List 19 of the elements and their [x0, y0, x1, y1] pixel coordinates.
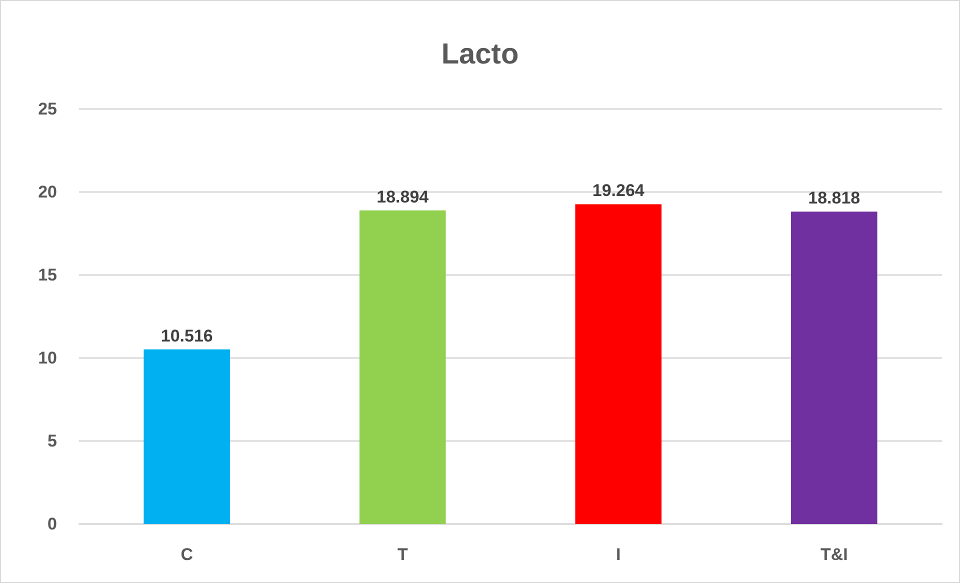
data-label: 18.894 [376, 187, 430, 206]
data-label: 10.516 [160, 326, 213, 346]
bar [144, 349, 230, 524]
x-tick-label: I [616, 545, 621, 564]
bar [790, 212, 878, 524]
y-tick-label: 20 [38, 182, 57, 202]
x-tick-label: T&I [820, 545, 848, 564]
bar [575, 204, 662, 524]
chart-title: Lacto [441, 38, 519, 70]
data-label: 18.818 [808, 188, 860, 208]
y-tick-label: 25 [38, 100, 57, 118]
bar [359, 210, 446, 524]
x-tick-label: T [397, 545, 408, 564]
y-tick-label: 10 [38, 348, 57, 368]
y-tick-label: 0 [48, 514, 57, 534]
data-label: 19.264 [592, 181, 645, 200]
y-tick-label: 5 [48, 432, 57, 450]
x-tick-label: C [180, 545, 194, 564]
y-tick-label: 15 [38, 266, 57, 284]
